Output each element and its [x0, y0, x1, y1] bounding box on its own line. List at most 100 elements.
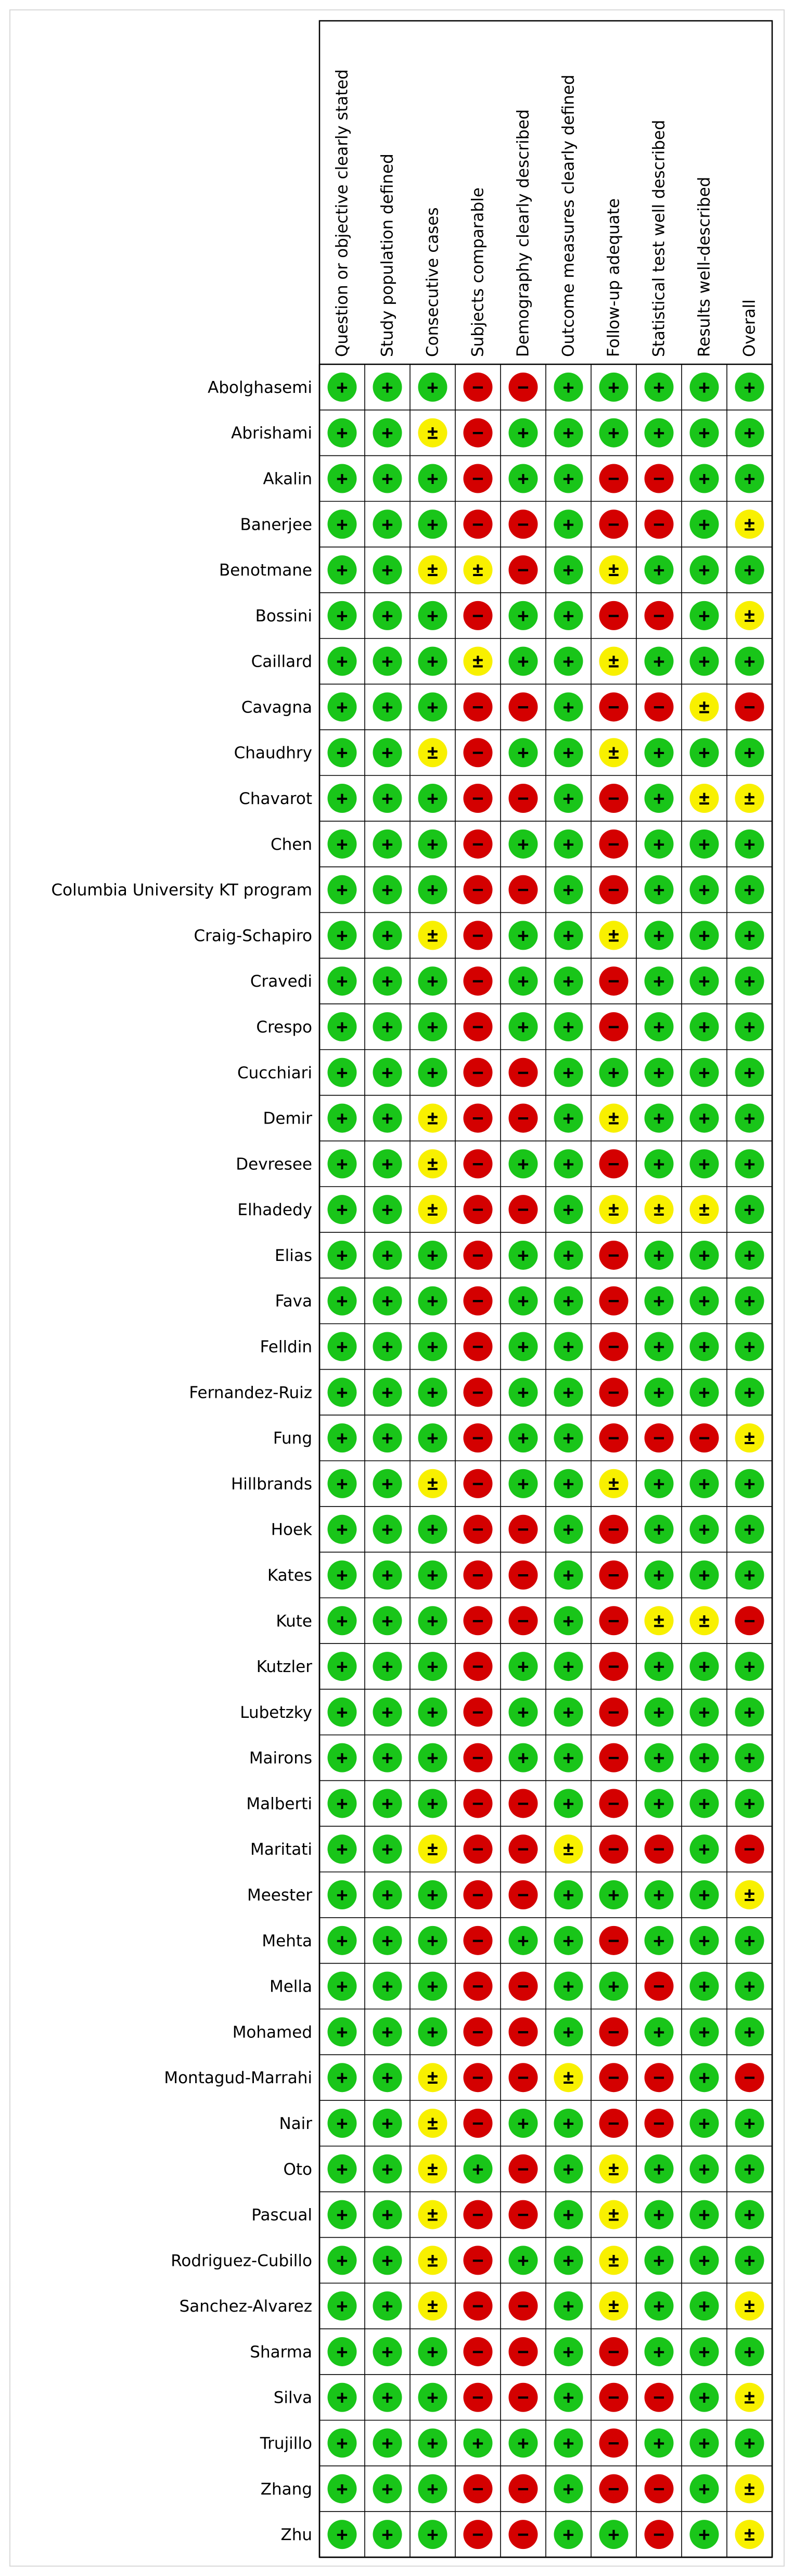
- judgement-dot: [554, 1423, 583, 1453]
- judgement-dot: [373, 1012, 402, 1041]
- judgement-dot: [599, 2108, 629, 2138]
- judgement-bossini-study-population-defined: +: [373, 601, 402, 630]
- study-label-abolghasemi: Abolghasemi: [208, 378, 312, 397]
- judgement-pascual-study-population-defined: +: [373, 2200, 402, 2229]
- judgement-zhu-overall: ±: [735, 2520, 764, 2549]
- judgement-symbol: −: [608, 605, 620, 627]
- judgement-symbol: +: [427, 1245, 439, 1266]
- judgement-abolghasemi-question-or-objective-clearly-stated: +: [327, 372, 357, 402]
- judgement-symbol: +: [382, 1153, 393, 1175]
- judgement-dot: [644, 1652, 674, 1681]
- judgement-symbol: −: [608, 1656, 620, 1677]
- judgement-dot: [463, 2520, 493, 2549]
- judgement-symbol: +: [744, 1108, 755, 1129]
- judgement-benotmane-outcome-measures-clearly-defined: +: [554, 555, 583, 585]
- judgement-dot: [463, 1012, 493, 1041]
- judgement-mairons-demography-clearly-described: +: [508, 1743, 538, 1772]
- judgement-dot: [554, 1606, 583, 1636]
- judgement-mehta-follow-up-adequate: −: [599, 1925, 629, 1955]
- study-label-pascual: Pascual: [251, 2206, 312, 2225]
- judgement-symbol: ±: [427, 423, 439, 444]
- judgement-oto-outcome-measures-clearly-defined: +: [554, 2154, 583, 2184]
- judgement-symbol: +: [563, 834, 574, 855]
- judgement-dot: [508, 2200, 538, 2229]
- judgement-dot: [599, 1560, 629, 1590]
- judgement-dot: [599, 1423, 629, 1453]
- judgement-symbol: −: [472, 1748, 484, 1769]
- column-header-demography-clearly-described: Demography clearly described: [514, 109, 533, 357]
- judgement-dot: [735, 1971, 764, 2001]
- judgement-symbol: +: [699, 2387, 710, 2408]
- judgement-dot: [599, 2474, 629, 2504]
- judgement-symbol: +: [563, 2113, 574, 2134]
- judgement-dot: [735, 2428, 764, 2458]
- judgement-symbol: −: [608, 1519, 620, 1540]
- judgement-dot: [689, 418, 719, 448]
- judgement-symbol: ±: [744, 2296, 755, 2317]
- judgement-symbol: −: [518, 2021, 529, 2043]
- judgement-trujillo-subjects-comparable: +: [463, 2428, 493, 2458]
- judgement-dot: [599, 1240, 629, 1270]
- judgement-dot: [554, 2291, 583, 2321]
- judgement-dot: [373, 2200, 402, 2229]
- judgement-symbol: −: [608, 788, 620, 809]
- judgement-dot: [463, 2474, 493, 2504]
- judgement-dot: [327, 2017, 357, 2047]
- judgement-symbol: +: [654, 1930, 665, 1952]
- judgement-symbol: +: [563, 879, 574, 901]
- judgement-kutzler-outcome-measures-clearly-defined: +: [554, 1652, 583, 1681]
- column-header-results-well-described: Results well-described: [695, 177, 714, 357]
- judgement-symbol: ±: [744, 788, 755, 809]
- judgement-cravedi-results-well-described: +: [689, 966, 719, 996]
- judgement-cavagna-study-population-defined: +: [373, 692, 402, 722]
- judgement-cravedi-demography-clearly-described: +: [508, 966, 538, 996]
- judgement-dot: [554, 2474, 583, 2504]
- judgement-dot: [327, 509, 357, 539]
- judgement-symbol: +: [699, 2524, 710, 2545]
- judgement-symbol: +: [518, 742, 529, 763]
- judgement-sanchez-alvarez-consecutive-cases: ±: [418, 2291, 447, 2321]
- judgement-dot: [508, 692, 538, 722]
- judgement-montagud-marrahi-statistical-test-well-described: −: [644, 2063, 674, 2093]
- judgement-dot: [508, 2246, 538, 2275]
- judgement-dot: [554, 646, 583, 676]
- judgement-maritati-statistical-test-well-described: −: [644, 1834, 674, 1864]
- judgement-akalin-outcome-measures-clearly-defined: +: [554, 464, 583, 493]
- judgement-dot: [327, 1149, 357, 1179]
- judgement-symbol: +: [744, 1930, 755, 1952]
- judgement-symbol: +: [744, 2113, 755, 2134]
- judgement-dot: [418, 1514, 447, 1544]
- judgement-rodriguez-cubillo-subjects-comparable: −: [463, 2246, 493, 2275]
- judgement-hillbrands-statistical-test-well-described: +: [644, 1469, 674, 1498]
- judgement-symbol: ±: [608, 742, 620, 763]
- judgement-dot: [735, 1560, 764, 1590]
- judgement-dot: [735, 2154, 764, 2184]
- judgement-dot: [508, 2063, 538, 2093]
- judgement-cavagna-outcome-measures-clearly-defined: +: [554, 692, 583, 722]
- study-label-kates: Kates: [267, 1566, 312, 1585]
- judgement-dot: [508, 921, 538, 950]
- judgement-crespo-study-population-defined: +: [373, 1012, 402, 1041]
- judgement-dot: [644, 1195, 674, 1225]
- judgement-banerjee-overall: ±: [735, 509, 764, 539]
- judgement-craig-schapiro-outcome-measures-clearly-defined: +: [554, 921, 583, 950]
- judgement-dot: [508, 1560, 538, 1590]
- judgement-benotmane-follow-up-adequate: ±: [599, 555, 629, 585]
- judgement-symbol: +: [744, 423, 755, 444]
- judgement-symbol: +: [699, 2021, 710, 2043]
- judgement-dot: [735, 1195, 764, 1225]
- judgement-symbol: ±: [608, 1199, 620, 1220]
- judgement-dot: [463, 1789, 493, 1818]
- judgement-symbol: ±: [427, 1199, 439, 1220]
- judgement-symbol: −: [472, 605, 484, 627]
- judgement-symbol: −: [472, 925, 484, 946]
- judgement-sharma-demography-clearly-described: −: [508, 2337, 538, 2366]
- judgement-symbol: +: [382, 514, 393, 535]
- judgement-symbol: −: [472, 1016, 484, 1038]
- judgement-dot: [463, 1834, 493, 1864]
- judgement-symbol: +: [337, 1016, 348, 1038]
- judgement-symbol: ±: [744, 2478, 755, 2500]
- judgement-dot: [644, 601, 674, 630]
- judgement-dot: [418, 875, 447, 904]
- judgement-fung-statistical-test-well-described: −: [644, 1423, 674, 1453]
